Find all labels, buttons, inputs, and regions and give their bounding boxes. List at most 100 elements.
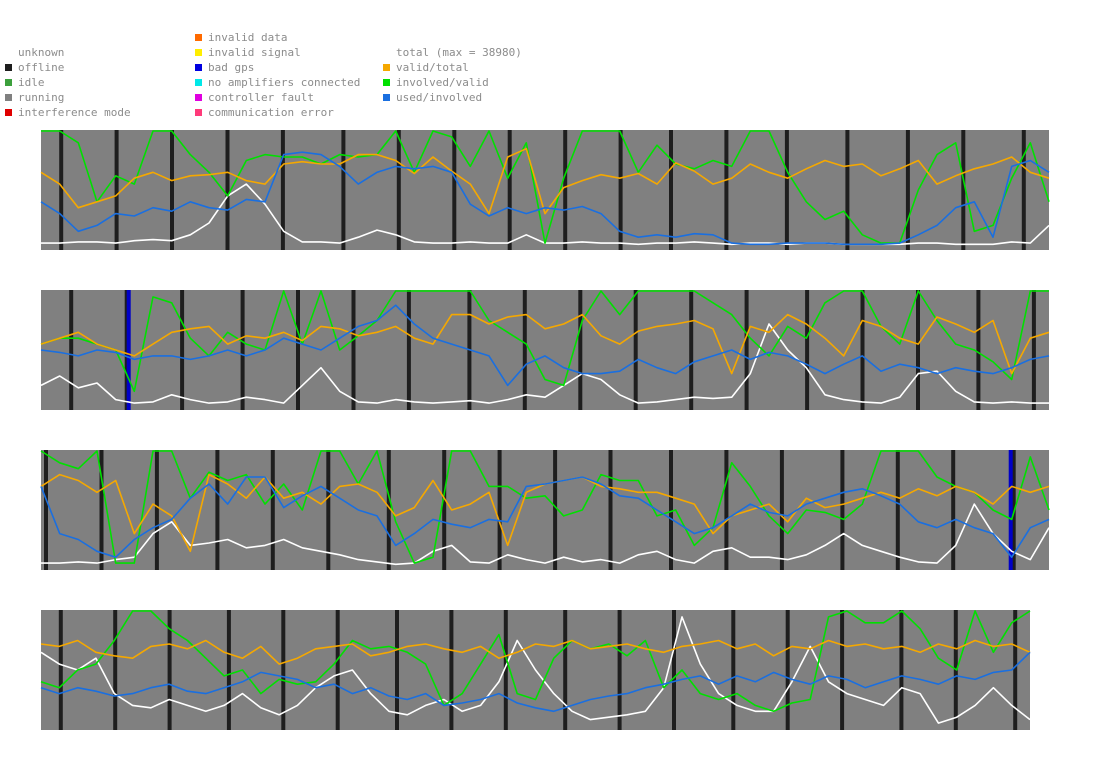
offline-band (335, 610, 340, 730)
legend-item-invalid-data: invalid data (195, 30, 360, 45)
offline-band (225, 130, 230, 250)
series-used-involved-line (40, 651, 1031, 713)
offline-band (226, 610, 231, 730)
offline-band (617, 610, 622, 730)
offline-band (840, 610, 845, 730)
offline-band (44, 450, 48, 570)
offline-band (951, 450, 956, 570)
strip-panel-4 (40, 610, 1031, 730)
legend-item-interference-mode: interference mode (5, 105, 131, 120)
offline-band (296, 290, 300, 410)
offline-band (99, 450, 104, 570)
offline-band (845, 130, 850, 250)
offline-band (916, 290, 920, 410)
legend-item-total: total (max = 38980) (396, 46, 522, 59)
series-involved-valid-line (40, 450, 1050, 564)
offline-band (744, 290, 749, 410)
offline-band (240, 290, 245, 410)
legend-status: unknown offline idle running interferenc… (5, 45, 131, 120)
offline-band (1031, 290, 1036, 410)
offline-band (58, 610, 63, 730)
offline-band (507, 130, 512, 250)
offline-band (351, 290, 356, 410)
offline-band (731, 610, 736, 730)
series-valid-total-line (40, 147, 1050, 215)
offline-band (669, 450, 673, 570)
legend-series: total (max = 38980) valid/total involved… (383, 45, 522, 105)
offline-band (905, 130, 910, 250)
strip-panel-1 (40, 130, 1050, 250)
offline-band (503, 610, 508, 730)
offline-band (563, 130, 568, 250)
offline-band (452, 130, 457, 250)
running-background (41, 130, 1049, 250)
offline-band (860, 290, 865, 410)
offline-band (895, 450, 900, 570)
legend-item-communication-error: communication error (195, 105, 360, 120)
series-valid-total-line (40, 313, 1050, 375)
offline-band (724, 450, 729, 570)
legend-item-used-involved: used/involved (383, 90, 522, 105)
strip-panel-3 (40, 450, 1050, 570)
strip-panel-2 (40, 290, 1050, 410)
legend-item-idle: idle (5, 75, 131, 90)
legend-item-no-amplifiers-connected: no amplifiers connected (195, 75, 360, 90)
series-used-involved-line (40, 304, 1050, 387)
offline-band (406, 290, 411, 410)
offline-band (497, 450, 502, 570)
offline-band (785, 610, 790, 730)
offline-band (442, 450, 447, 570)
offline-band (563, 610, 568, 730)
offline-band (805, 290, 810, 410)
offline-band (618, 130, 623, 250)
offline-band (1021, 130, 1026, 250)
legend-item-controller-fault: controller fault (195, 90, 360, 105)
offline-band (114, 130, 119, 250)
legend-item-running: running (5, 90, 131, 105)
legend-item-involved-valid: involved/valid (383, 75, 522, 90)
running-background (41, 290, 1049, 410)
offline-band (270, 450, 275, 570)
offline-band (386, 450, 391, 570)
offline-band (689, 290, 694, 410)
offline-band (976, 290, 981, 410)
offline-band (113, 610, 118, 730)
series-involved-valid-line (40, 610, 1031, 713)
offline-band (779, 450, 784, 570)
offline-band (633, 290, 638, 410)
series-used-involved-line (40, 476, 1050, 559)
offline-band (395, 610, 399, 730)
offline-band (326, 450, 331, 570)
series-used-involved-line (40, 151, 1050, 246)
offline-band (840, 450, 845, 570)
offline-band (672, 610, 676, 730)
offline-band (281, 610, 286, 730)
series-involved-valid-line (41, 130, 1050, 244)
offline-band (724, 130, 729, 250)
series-total-line (40, 616, 1031, 724)
series-total-line (41, 503, 1050, 566)
offline-band (69, 290, 74, 410)
offline-band (961, 130, 966, 250)
offline-band (608, 450, 613, 570)
offline-band (522, 290, 527, 410)
legend-item-offline: offline (5, 60, 131, 75)
offline-band (280, 130, 285, 250)
legend-item-bad-gps: bad gps (195, 60, 360, 75)
offline-band (167, 610, 172, 730)
offline-band (180, 290, 185, 410)
legend-errors: invalid data invalid signal bad gps no a… (195, 30, 360, 120)
offline-band (396, 130, 401, 250)
offline-band (578, 290, 583, 410)
series-valid-total-line (40, 639, 1031, 665)
offline-band (449, 610, 454, 730)
series-total-line (40, 323, 1049, 404)
offline-band (553, 450, 558, 570)
legend-item-invalid-signal: invalid signal (195, 45, 360, 60)
offline-band (170, 130, 174, 250)
legend-item-unknown: unknown (18, 46, 65, 59)
bad-gps-band (126, 290, 131, 410)
offline-band (215, 450, 220, 570)
